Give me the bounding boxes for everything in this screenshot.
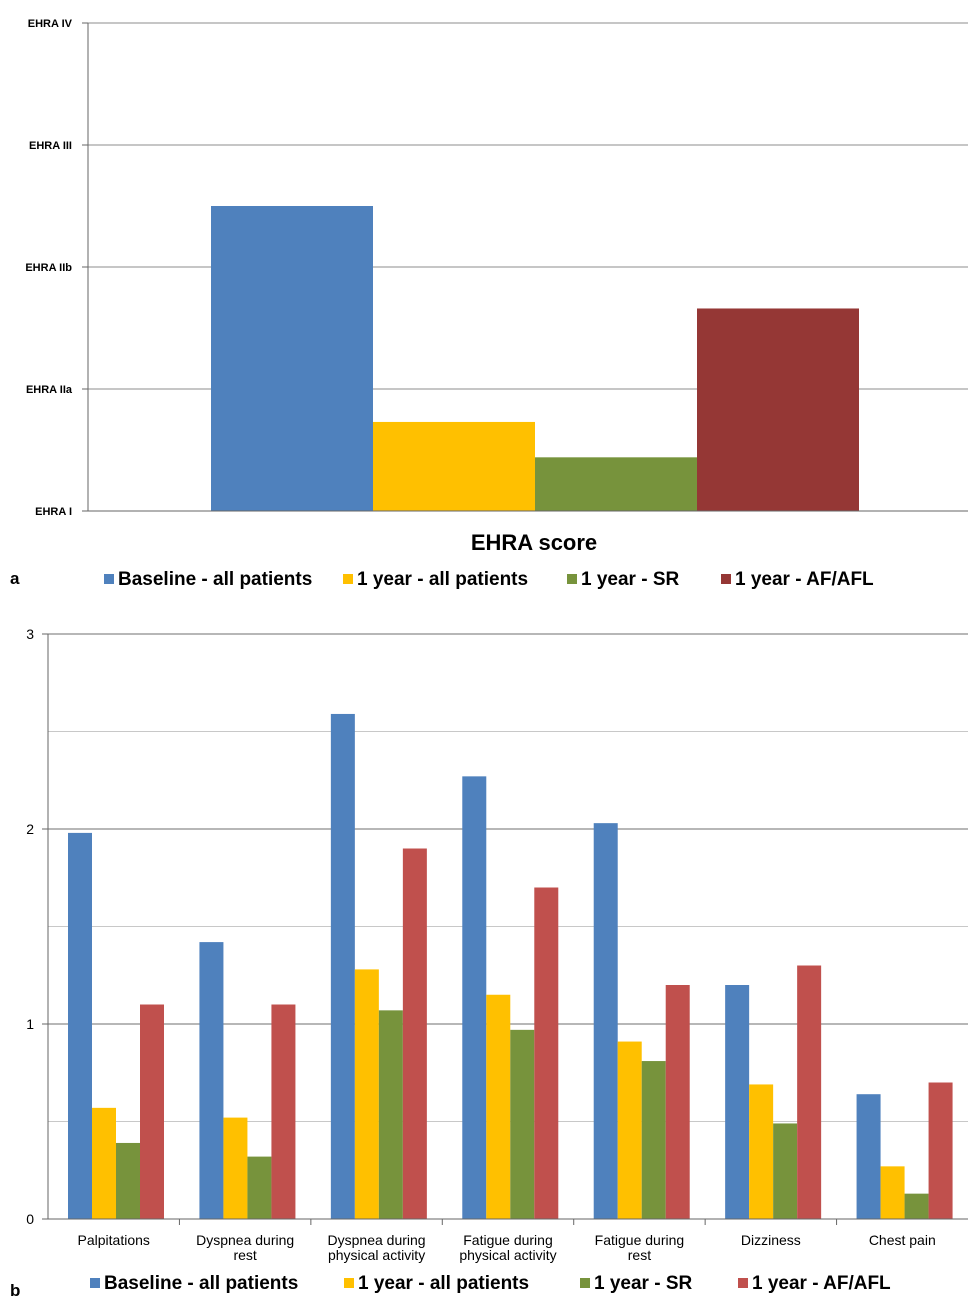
b-bar-1-1 — [223, 1117, 248, 1219]
a-bar-1 — [373, 421, 535, 511]
b-bar-1-0 — [199, 942, 224, 1219]
b-bar-0-2 — [116, 1142, 140, 1219]
b-y-tick-label-0: 0 — [26, 1211, 34, 1227]
b-y-tick-label-1: 1 — [26, 1016, 34, 1032]
b-legend-swatch-3 — [738, 1278, 748, 1288]
b-legend-label-3: 1 year - AF/AFL — [752, 1273, 891, 1294]
a-bar-3 — [697, 308, 859, 511]
b-y-tick-label-3: 3 — [26, 626, 34, 642]
b-bar-5-2 — [773, 1123, 798, 1219]
a-y-tick-label-1: EHRA IIa — [26, 384, 73, 396]
a-legend-swatch-2 — [567, 574, 577, 584]
a-legend-swatch-3 — [721, 574, 731, 584]
b-bar-0-3 — [140, 1004, 164, 1219]
b-panel-letter: b — [10, 1281, 20, 1299]
b-bar-0-1 — [92, 1107, 116, 1219]
b-bar-3-0 — [462, 776, 487, 1219]
b-legend-label-2: 1 year - SR — [594, 1273, 692, 1294]
b-bar-4-0 — [593, 823, 618, 1219]
b-bar-2-3 — [402, 848, 427, 1219]
a-legend-label-1: 1 year - all patients — [357, 569, 528, 590]
b-x-tick-label-2: Dyspnea during physical activity — [328, 1232, 426, 1263]
b-bar-2-0 — [330, 713, 355, 1219]
b-bar-6-3 — [928, 1082, 953, 1219]
b-x-tick-label-4: Fatigue during rest — [595, 1232, 685, 1263]
a-x-axis-title: EHRA score — [471, 530, 597, 555]
b-x-tick-label-1: Dyspnea during rest — [196, 1232, 294, 1263]
a-y-tick-label-0: EHRA I — [35, 506, 72, 518]
b-bar-4-2 — [641, 1061, 666, 1219]
a-y-tick-label-3: EHRA III — [29, 140, 72, 152]
b-legend-label-0: Baseline - all patients — [104, 1273, 298, 1294]
b-x-tick-label-5: Dizziness — [741, 1232, 801, 1248]
b-bar-2-1 — [354, 969, 379, 1219]
b-bar-4-1 — [617, 1041, 642, 1219]
b-legend-swatch-0 — [90, 1278, 100, 1288]
b-x-tick-label-6: Chest pain — [869, 1232, 936, 1248]
b-bar-2-2 — [378, 1010, 403, 1219]
b-bar-4-3 — [665, 985, 690, 1219]
b-bar-5-0 — [725, 985, 750, 1219]
b-legend-swatch-1 — [344, 1278, 354, 1288]
b-y-tick-label-2: 2 — [26, 821, 34, 837]
b-bar-3-2 — [510, 1029, 535, 1219]
b-bar-6-1 — [880, 1166, 905, 1219]
b-bar-3-3 — [534, 887, 559, 1219]
a-y-tick-label-4: EHRA IV — [28, 18, 73, 30]
panel-a-chart: EHRA I EHRA IIa EHRA IIb EHRA III EHRA IV EHR… — [10, 18, 968, 590]
b-x-tick-label-3: Fatigue during physical activity — [459, 1232, 556, 1263]
panel-b-chart: 0 1 2 3 Palpitations Dyspnea during rest Dyspne… — [10, 626, 968, 1299]
a-legend-label-3: 1 year - AF/AFL — [735, 569, 874, 590]
b-bar-3-1 — [486, 994, 511, 1219]
a-legend-label-0: Baseline - all patients — [118, 569, 312, 590]
b-bar-5-1 — [749, 1084, 774, 1219]
b-bar-1-3 — [271, 1004, 296, 1219]
b-bar-6-0 — [856, 1094, 881, 1219]
b-bar-6-2 — [904, 1193, 929, 1219]
b-bar-5-3 — [797, 965, 822, 1219]
b-legend-swatch-2 — [580, 1278, 590, 1288]
b-bar-1-2 — [247, 1156, 272, 1219]
a-legend-swatch-1 — [343, 574, 353, 584]
a-bar-2 — [535, 457, 697, 511]
a-y-tick-label-2: EHRA IIb — [25, 262, 72, 274]
b-legend-label-1: 1 year - all patients — [358, 1273, 529, 1294]
a-panel-letter: a — [10, 569, 20, 588]
a-bar-0 — [211, 206, 373, 511]
a-legend-swatch-0 — [104, 574, 114, 584]
b-x-tick-label-0: Palpitations — [78, 1232, 150, 1248]
b-bar-0-0 — [68, 832, 92, 1219]
a-legend-label-2: 1 year - SR — [581, 569, 679, 590]
